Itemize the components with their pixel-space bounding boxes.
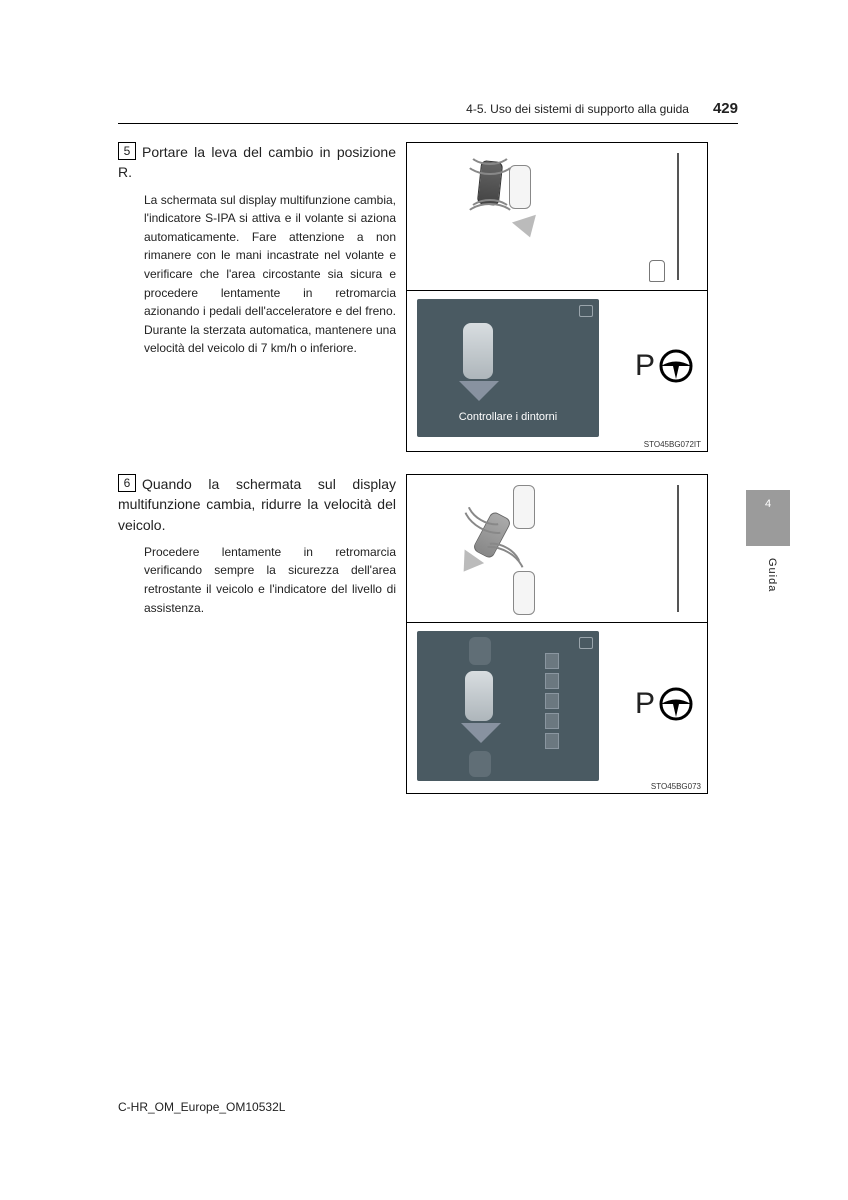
p-steering-indicator: P	[635, 349, 693, 383]
steering-wheel-icon	[659, 349, 693, 383]
screen-caption: Controllare i dintorni	[417, 411, 599, 423]
assist-level-bars-icon	[545, 653, 559, 753]
chapter-label: Guida	[766, 558, 778, 592]
step-number-box: 6	[118, 474, 136, 492]
step-6-text: 6Quando la schermata sul display multifu…	[118, 474, 396, 794]
figure-code: STO45BG073	[651, 782, 701, 791]
screen-car-icon	[465, 671, 493, 721]
step-5-body: La schermata sul display multifunzione c…	[118, 191, 396, 358]
parked-car-outline-icon	[509, 165, 531, 209]
step-6-title: Quando la schermata sul display multifun…	[118, 476, 396, 533]
sensor-arc-icon	[463, 203, 517, 237]
step-6-figure: P STO45BG073	[406, 474, 708, 794]
sensor-arc-icon	[463, 141, 517, 175]
step-6: 6Quando la schermata sul display multifu…	[118, 474, 738, 794]
p-steering-indicator: P	[635, 687, 693, 721]
step-6-body: Procedere lentamente in retromarcia veri…	[118, 543, 396, 617]
screen-arrow-icon	[459, 381, 499, 401]
screen-ghost-car-icon	[469, 751, 491, 777]
road-line-icon	[677, 485, 679, 612]
page-number: 429	[713, 100, 738, 117]
step-6-diagram-top	[407, 475, 707, 623]
screen-car-icon	[463, 323, 493, 379]
step-6-diagram-bottom: P STO45BG073	[407, 623, 707, 793]
page-header: 4-5. Uso dei sistemi di supporto alla gu…	[118, 100, 738, 124]
section-label: 4-5. Uso dei sistemi di supporto alla gu…	[466, 102, 689, 116]
step-5-title-row: 5Portare la leva del cambio in posizione…	[118, 142, 396, 183]
road-line-icon	[677, 153, 679, 280]
document-id-footer: C-HR_OM_Europe_OM10532L	[118, 1100, 285, 1114]
parked-car-outline-icon	[513, 485, 535, 529]
chapter-tab: 4	[746, 490, 790, 546]
screen-ghost-car-icon	[469, 637, 491, 665]
mfd-screen	[417, 631, 599, 781]
screen-arrow-icon	[461, 723, 501, 743]
step-5-diagram-bottom: Controllare i dintorni P STO45BG072IT	[407, 291, 707, 451]
step-5: 5Portare la leva del cambio in posizione…	[118, 142, 738, 452]
return-icon	[579, 637, 593, 649]
return-icon	[579, 305, 593, 317]
manual-page: 4-5. Uso dei sistemi di supporto alla gu…	[118, 100, 738, 816]
step-number-box: 5	[118, 142, 136, 160]
p-letter: P	[635, 349, 655, 383]
figure-code: STO45BG072IT	[644, 440, 701, 449]
steering-wheel-icon	[659, 687, 693, 721]
chapter-number: 4	[765, 498, 771, 510]
step-6-title-row: 6Quando la schermata sul display multifu…	[118, 474, 396, 535]
p-letter: P	[635, 687, 655, 721]
step-5-figure: Controllare i dintorni P STO45BG072IT	[406, 142, 708, 452]
mfd-screen: Controllare i dintorni	[417, 299, 599, 437]
step-5-diagram-top	[407, 143, 707, 291]
step-5-title: Portare la leva del cambio in posizione …	[118, 144, 396, 180]
step-5-text: 5Portare la leva del cambio in posizione…	[118, 142, 396, 452]
rear-car-icon	[649, 260, 665, 282]
